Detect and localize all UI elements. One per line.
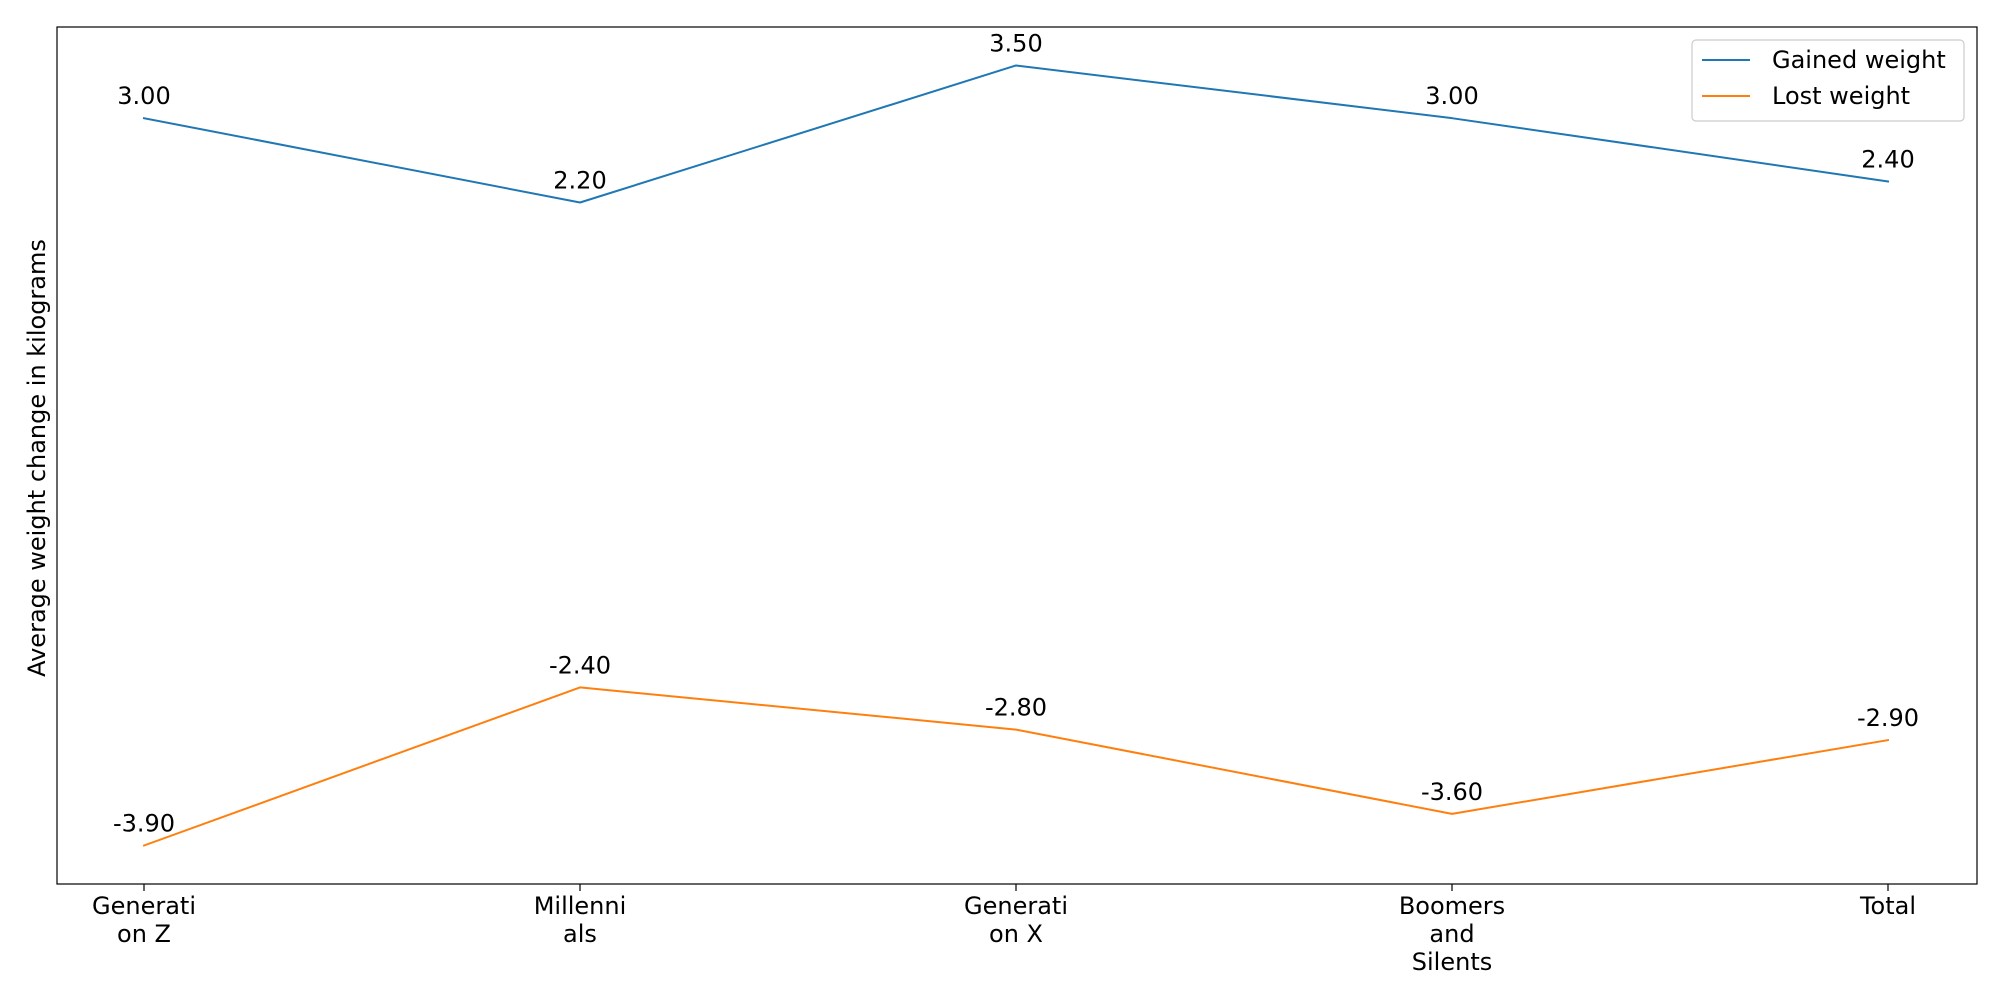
x-tick-label-line: and xyxy=(1429,920,1474,948)
data-label-gained-weight-4: 2.40 xyxy=(1861,145,1914,173)
data-label-lost-weight-1: -2.40 xyxy=(549,651,611,679)
data-label-lost-weight-4: -2.90 xyxy=(1857,704,1919,732)
data-label-gained-weight-0: 3.00 xyxy=(117,82,170,110)
x-tick-label-3: Boomers and Silents xyxy=(1399,892,1505,976)
x-tick-label-line: on Z xyxy=(117,920,171,948)
data-label-gained-weight-3: 3.00 xyxy=(1425,82,1478,110)
legend-label-gained-weight: Gained weight xyxy=(1772,46,1946,74)
x-tick-label-line: Silents xyxy=(1412,948,1492,976)
x-tick-label-0: Generati on Z xyxy=(92,892,196,948)
x-tick-label-line: on X xyxy=(989,920,1043,948)
y-axis-label: Average weight change in kilograms xyxy=(23,239,51,677)
data-label-lost-weight-3: -3.60 xyxy=(1421,778,1483,806)
series-line-gained-weight xyxy=(142,64,1890,204)
plot-frame-rect xyxy=(56,26,1978,885)
series-line-lost-weight xyxy=(142,686,1890,847)
data-label-lost-weight-2: -2.80 xyxy=(985,694,1047,722)
x-tick-label-1: Millenni als xyxy=(534,892,627,948)
legend-box xyxy=(1691,39,1965,122)
legend: Gained weight Lost weight xyxy=(1691,39,1965,122)
data-labels: 3.00 2.20 3.50 3.00 2.40 -3.90 -2.40 -2.80 -3.60… xyxy=(113,29,1919,837)
x-tick-label-line: Generati xyxy=(92,892,196,920)
series-group xyxy=(142,64,1890,847)
x-tick-label-line: Millenni xyxy=(534,892,627,920)
legend-label-lost-weight: Lost weight xyxy=(1772,82,1910,110)
x-tick-label-line: Generati xyxy=(964,892,1068,920)
x-tick-label-line: Boomers xyxy=(1399,892,1505,920)
x-tick-label-line: als xyxy=(563,920,597,948)
x-tick-label-line: Total xyxy=(1859,892,1916,920)
data-label-gained-weight-1: 2.20 xyxy=(553,167,606,195)
plot-frame xyxy=(56,26,1978,885)
data-label-lost-weight-0: -3.90 xyxy=(113,810,175,838)
x-tick-label-2: Generati on X xyxy=(964,892,1068,948)
data-label-gained-weight-2: 3.50 xyxy=(989,29,1042,57)
x-tick-label-4: Total xyxy=(1859,892,1916,920)
y-axis-label-group: Average weight change in kilograms xyxy=(23,239,51,677)
